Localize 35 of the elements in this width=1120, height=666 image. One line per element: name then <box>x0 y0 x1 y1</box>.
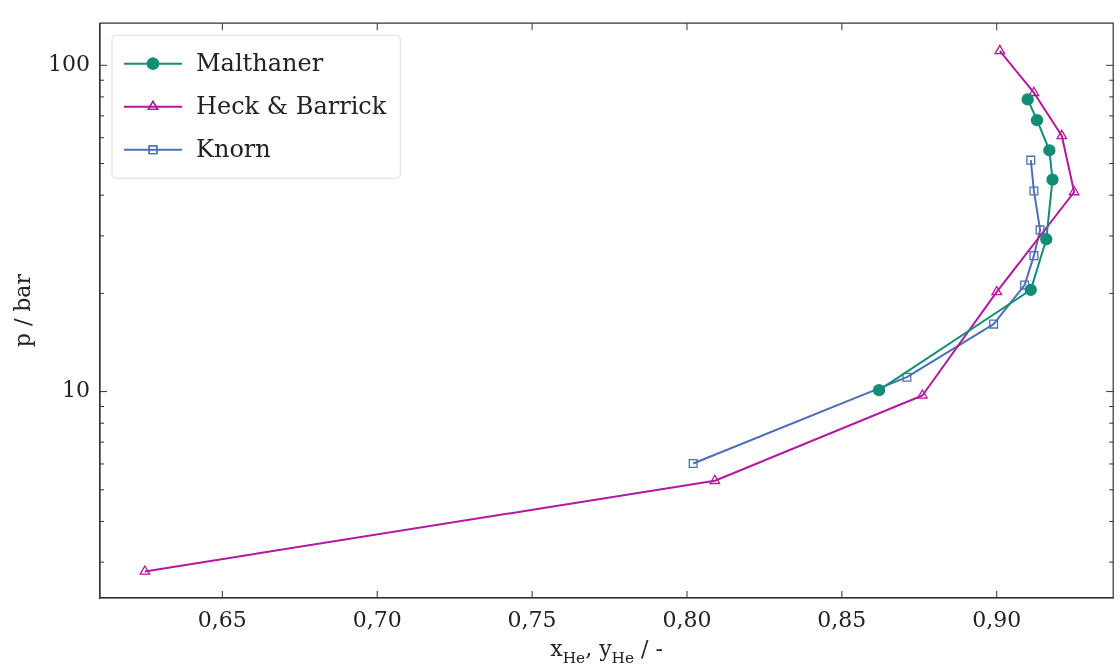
point <box>872 384 886 397</box>
point <box>1029 251 1039 261</box>
point <box>1040 233 1053 246</box>
y-axis-title: p / bar <box>10 273 35 348</box>
x-tick-label: 0,65 <box>197 606 247 632</box>
point <box>1021 93 1034 106</box>
legend-label: Malthaner <box>196 48 324 77</box>
point <box>991 285 1003 296</box>
point <box>916 389 928 399</box>
point <box>688 458 698 469</box>
x-tick-label: 0,85 <box>817 606 867 632</box>
point <box>1020 280 1030 290</box>
point <box>1030 114 1044 127</box>
x-tick-label: 0,75 <box>507 606 557 632</box>
point <box>902 372 912 382</box>
point <box>1035 225 1045 235</box>
point <box>1046 173 1059 186</box>
point <box>1068 185 1080 196</box>
point <box>1043 144 1056 157</box>
point <box>709 474 721 485</box>
point <box>1024 283 1037 297</box>
point <box>989 319 999 329</box>
y-tick-label: 100 <box>48 51 90 77</box>
point <box>1026 155 1036 165</box>
point <box>1029 186 1039 196</box>
legend-label: Heck & Barrick <box>196 91 387 120</box>
point <box>994 44 1006 55</box>
point <box>1056 129 1068 140</box>
y-tick-label: 10 <box>62 377 90 403</box>
x-tick-label: 0,80 <box>662 606 712 632</box>
x-tick-label: 0,70 <box>352 606 402 632</box>
x-tick-label: 0,90 <box>972 606 1022 632</box>
legend-label: Knorn <box>196 134 271 163</box>
point <box>1028 86 1040 97</box>
point <box>139 565 151 575</box>
